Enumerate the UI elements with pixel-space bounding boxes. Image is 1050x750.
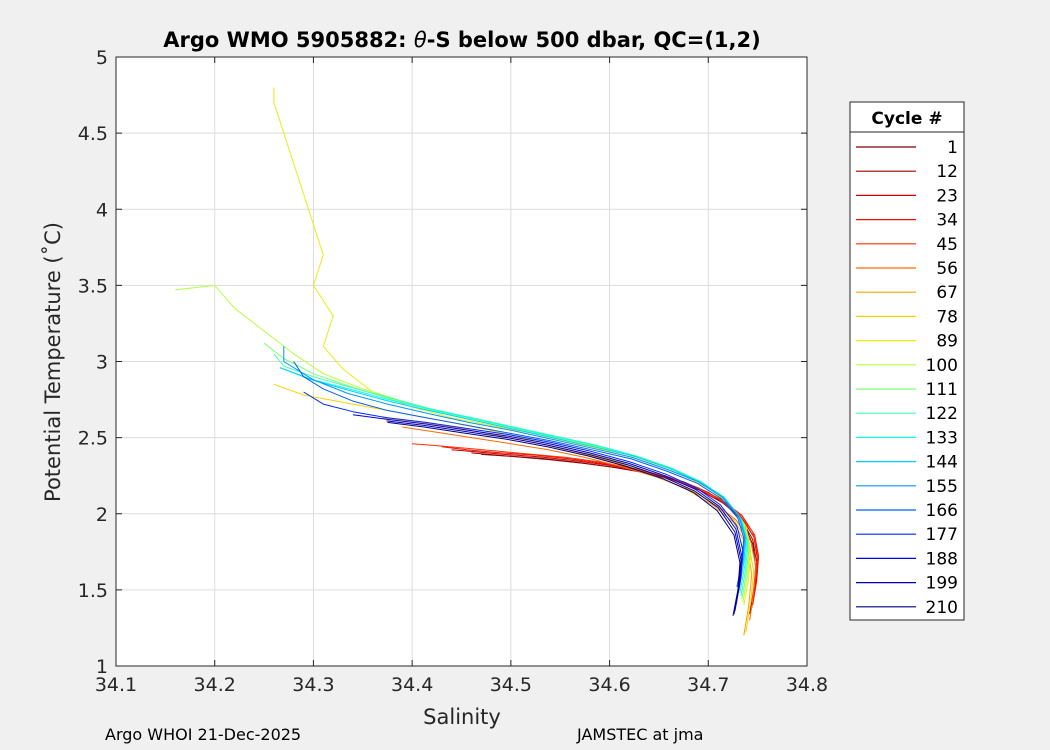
series-line-cycle-155 (283, 346, 746, 587)
legend-entry: 111 (856, 380, 958, 400)
legend-label: 34 (936, 211, 958, 231)
series-line-cycle-166 (293, 361, 745, 587)
y-axis-label: Potential Temperature (˚C) (41, 222, 65, 502)
legend-entry: 122 (856, 404, 958, 424)
y-tick-label: 3 (96, 352, 108, 374)
x-tick-label: 34.6 (588, 674, 630, 696)
legend-entry: 155 (856, 477, 958, 497)
legend-entry: 177 (856, 525, 958, 545)
series-group (175, 87, 760, 636)
legend-title: Cycle # (871, 109, 942, 129)
legend-label: 166 (926, 501, 958, 521)
legend-entries: 1 12 23 34 45 56 67 78 89 100 111 122 133 144 155 166 17… (856, 138, 958, 618)
legend-entry: 188 (856, 549, 958, 569)
series-line-cycle-144 (279, 367, 747, 590)
legend-label: 100 (926, 356, 958, 376)
legend-label: 199 (926, 574, 958, 594)
x-tick-label: 34.4 (391, 674, 433, 696)
x-tick-labels: 34.1 34.2 34.3 34.4 34.5 34.6 34.7 34.8 (95, 674, 828, 696)
legend-entry: 12 (856, 162, 958, 182)
legend-label: 188 (926, 549, 958, 569)
series-line-cycle-177 (303, 391, 744, 606)
y-tick-label: 2 (96, 504, 108, 526)
x-tick-label: 34.7 (687, 674, 729, 696)
x-tick-label: 34.3 (292, 674, 334, 696)
legend-entry: 89 (856, 332, 958, 352)
y-tick-label: 1.5 (78, 580, 108, 602)
footer-source-date: Argo WHOI 21-Dec-2025 (105, 725, 302, 744)
legend-label: 56 (936, 259, 958, 279)
series-line-cycle-199 (386, 420, 742, 615)
legend-label: 210 (926, 598, 958, 618)
series-line-cycle-188 (352, 414, 743, 612)
legend-entry: 210 (856, 598, 958, 618)
x-tick-label: 34.8 (786, 674, 828, 696)
legend-label: 177 (926, 525, 958, 545)
x-tick-label: 34.1 (95, 674, 137, 696)
legend-label: 78 (936, 307, 958, 327)
footer-credit: JAMSTEC at jma (577, 725, 704, 744)
series-line-cycle-210 (387, 421, 741, 616)
legend-entry: 1 (856, 138, 958, 158)
legend-entry: 67 (856, 283, 958, 303)
legend: Cycle # 1 12 23 34 45 56 67 78 89 100 111 122 133 144… (849, 101, 965, 621)
y-tick-label: 4.5 (78, 123, 108, 145)
legend-entry: 23 (856, 186, 958, 206)
x-tick-label: 34.5 (490, 674, 532, 696)
legend-label: 89 (936, 332, 958, 352)
y-tick-label: 1 (96, 656, 108, 678)
legend-label: 1 (947, 138, 958, 158)
y-tick-label: 5 (96, 47, 108, 69)
legend-label: 67 (936, 283, 958, 303)
y-tick-labels: 1 1.5 2 2.5 3 3.5 4 4.5 5 (78, 47, 108, 678)
legend-entry: 78 (856, 307, 958, 327)
chart-title: Argo WMO 5905882: θ-S below 500 dbar, QC… (163, 28, 760, 52)
legend-label: 133 (926, 428, 958, 448)
legend-label: 144 (926, 453, 958, 473)
legend-entry: 166 (856, 501, 958, 521)
legend-entry: 56 (856, 259, 958, 279)
legend-label: 155 (926, 477, 958, 497)
legend-label: 23 (936, 186, 958, 206)
legend-entry: 100 (856, 356, 958, 376)
axis-ticks (115, 56, 808, 667)
legend-entry: 199 (856, 574, 958, 594)
legend-entry: 45 (856, 235, 958, 255)
legend-entry: 34 (856, 211, 958, 231)
legend-entry: 144 (856, 453, 958, 473)
y-tick-label: 4 (96, 199, 108, 221)
legend-label: 122 (926, 404, 958, 424)
legend-entry: 133 (856, 428, 958, 448)
x-axis-label: Salinity (423, 705, 501, 729)
legend-label: 45 (936, 235, 958, 255)
y-tick-label: 2.5 (78, 428, 108, 450)
x-tick-label: 34.2 (194, 674, 236, 696)
series-line-cycle-133 (283, 368, 748, 593)
legend-label: 111 (926, 380, 958, 400)
legend-label: 12 (936, 162, 958, 182)
y-tick-label: 3.5 (78, 275, 108, 297)
